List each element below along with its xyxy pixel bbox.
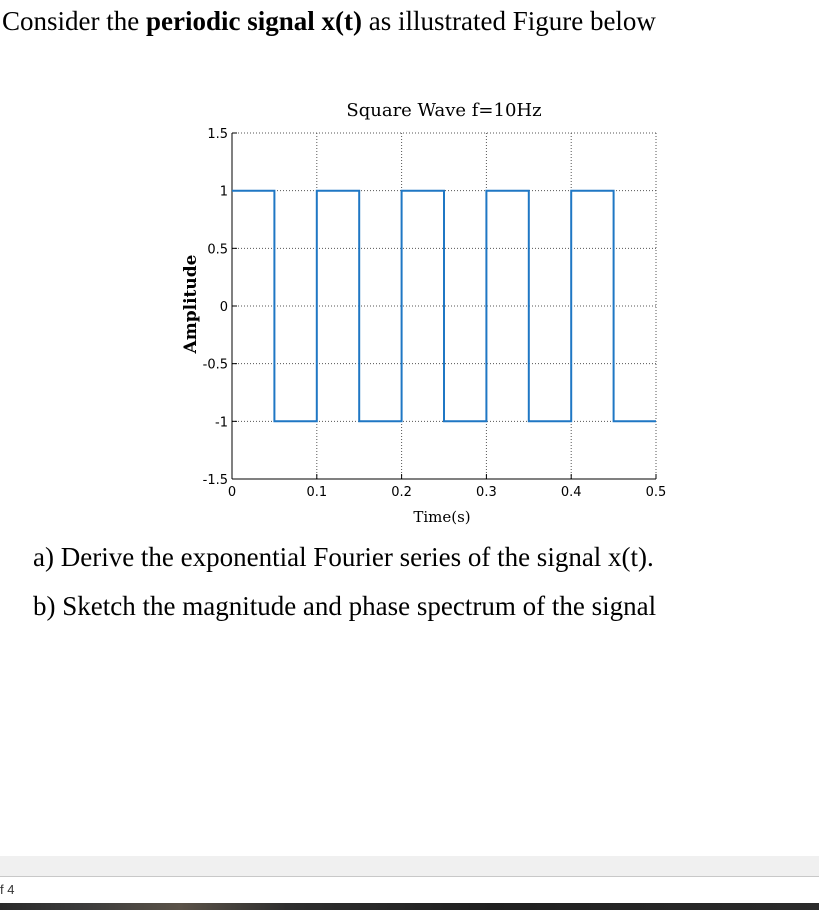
question-b: b) Sketch the magnitude and phase spectr… <box>33 591 657 621</box>
chart-title: Square Wave f=10Hz <box>346 100 541 121</box>
page-indicator: f 4 <box>0 882 15 897</box>
question-a: a) Derive the exponential Fourier series… <box>33 542 654 572</box>
problem-statement: Consider the periodic signal x(t) as ill… <box>2 4 817 38</box>
y-tick-label-0: 1.5 <box>207 127 228 142</box>
x-axis-label: Time(s) <box>413 508 470 526</box>
axes: 1.510.50-0.5-1-1.50 0.1 0.2 0.3 0.4 0.5 <box>203 127 667 500</box>
y-tick-label-3: 0 <box>220 300 228 315</box>
y-axis-label: Amplitude <box>181 254 201 354</box>
x-tick-label-4: 0.4 <box>561 485 582 500</box>
y-tick-label-4: -0.5 <box>203 358 228 373</box>
intro-text-1: Consider the <box>2 6 146 36</box>
intro-text-2: as illustrated Figure below <box>361 6 656 36</box>
y-tick-label-1: 1 <box>220 185 228 200</box>
square-wave-figure: Square Wave f=10Hz Time(s) Amplitude 1.5… <box>170 88 670 528</box>
viewer-bottom-band <box>0 856 819 876</box>
y-tick-label-5: -1 <box>215 415 228 430</box>
square-wave-chart: Square Wave f=10Hz Time(s) Amplitude 1.5… <box>181 100 667 526</box>
y-tick-label-6: -1.5 <box>203 473 228 488</box>
x-tick-label-2: 0.2 <box>391 485 412 500</box>
square-wave-series-line <box>232 189 656 423</box>
intro-bold-signal: periodic signal x(t) <box>145 6 362 36</box>
y-tick-label-2: 0.5 <box>207 242 228 257</box>
x-tick-label-3: 0.3 <box>476 485 497 500</box>
x-tick-label-0: 0 <box>228 485 236 500</box>
status-bar: f 4 <box>0 876 819 904</box>
taskbar-strip <box>0 903 819 910</box>
x-tick-label-5: 0.5 <box>646 485 667 500</box>
x-tick-label-1: 0.1 <box>306 485 327 500</box>
